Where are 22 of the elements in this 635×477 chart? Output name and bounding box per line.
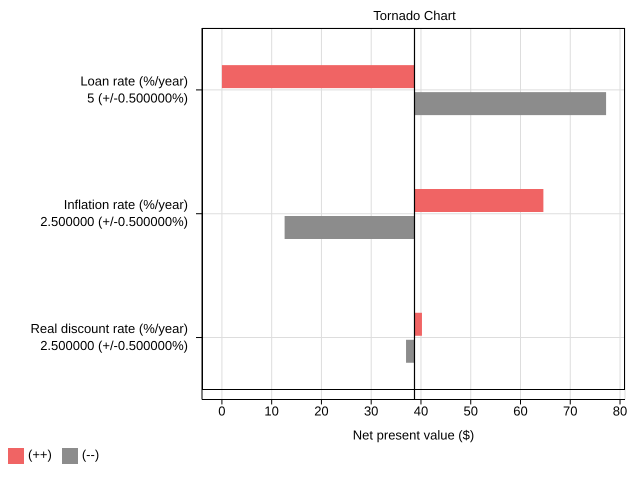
x-tick-label: 50 <box>463 404 478 419</box>
legend-label: (++) <box>28 447 52 462</box>
x-tick-label: 80 <box>612 404 628 419</box>
y-tick-label: Inflation rate (%/year) 2.500000 (+/-0.500000%) <box>40 197 188 230</box>
x-tick-label: 20 <box>314 404 329 419</box>
y-tick-label: Loan rate (%/year) 5 (+/-0.500000%) <box>80 73 188 106</box>
x-tick-label: 40 <box>414 404 428 419</box>
x-tick-label: 60 <box>513 404 528 419</box>
bar <box>222 65 414 88</box>
bar <box>406 340 414 363</box>
bar <box>414 312 422 336</box>
x-axis-title: Net present value ($) <box>352 427 474 442</box>
bar <box>414 92 606 116</box>
x-tick-label: 30 <box>364 404 378 419</box>
x-tick-label: 0 <box>218 404 226 419</box>
y-tick-label: Real discount rate (%/year) 2.500000 (+/-0.500000%) <box>30 321 188 354</box>
bar <box>284 216 414 239</box>
x-tick-label: 10 <box>264 404 279 419</box>
x-tick-label: 70 <box>563 404 578 419</box>
bar <box>414 188 544 212</box>
legend-label: (--) <box>82 447 100 462</box>
chart-title: Tornado Chart <box>372 8 457 23</box>
